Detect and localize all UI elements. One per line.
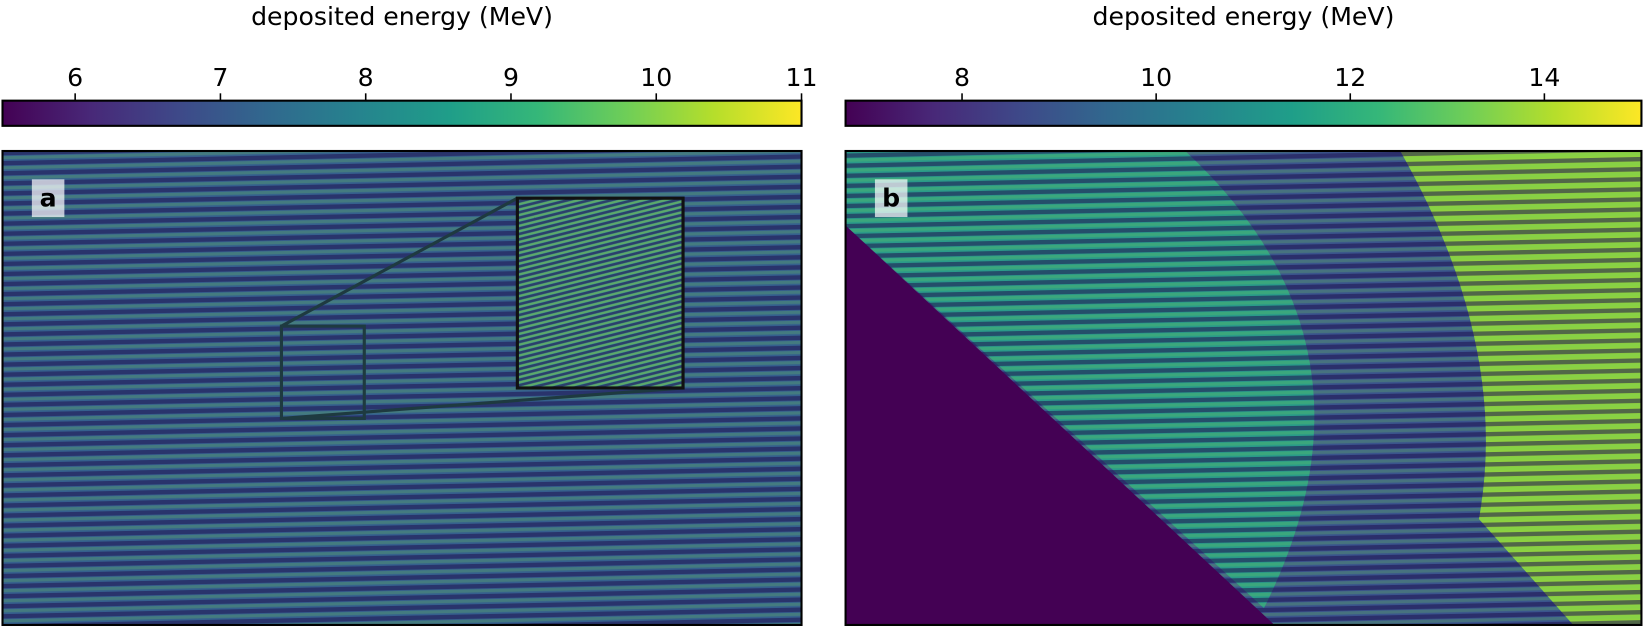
frame-a xyxy=(1,149,803,626)
colorbar-tick-label: 14 xyxy=(1528,63,1560,92)
colorbar-label: deposited energy (MeV) xyxy=(1093,2,1395,31)
image-a xyxy=(2,150,802,625)
panel-label: b xyxy=(882,184,900,213)
colorbar-tick-label: 11 xyxy=(786,63,818,92)
colorbar-tick-label: 8 xyxy=(358,63,374,92)
colorbar-label: deposited energy (MeV) xyxy=(251,2,553,31)
colorbar-tick-label: 6 xyxy=(67,63,83,92)
colorbar-tick-label: 8 xyxy=(954,63,970,92)
frame-b xyxy=(844,149,1643,626)
image-b xyxy=(845,150,1642,625)
colorbar xyxy=(844,99,1643,127)
panel-label: a xyxy=(40,184,57,213)
colorbar xyxy=(1,99,803,127)
colorbar-tick-label: 9 xyxy=(503,63,519,92)
colorbar-tick-label: 7 xyxy=(212,63,228,92)
colorbar-tick-label: 10 xyxy=(1140,63,1172,92)
panel-label-box xyxy=(31,179,65,218)
colorbar-tick-label: 12 xyxy=(1334,63,1366,92)
panel-label-box xyxy=(874,179,908,218)
colorbar-tick-label: 10 xyxy=(640,63,672,92)
